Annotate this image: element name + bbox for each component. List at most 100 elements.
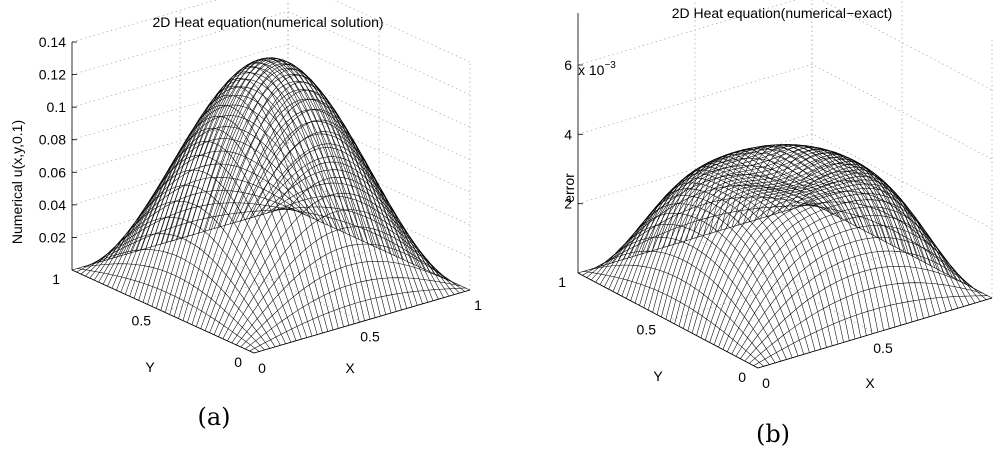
mesh-line <box>156 57 373 309</box>
mesh-line <box>714 146 896 328</box>
mesh-line <box>71 206 289 271</box>
mesh-line <box>222 192 440 339</box>
z-exponent-label-b: x 10−3 <box>578 60 616 78</box>
mesh-line <box>577 272 759 369</box>
mesh-line <box>82 263 265 351</box>
mesh-line <box>806 204 987 300</box>
mesh-line <box>111 115 329 289</box>
mesh-line <box>208 68 392 314</box>
mesh-line <box>87 249 271 349</box>
mesh-line <box>116 104 333 291</box>
mesh-line <box>661 154 896 318</box>
z-tick-label: 0.04 <box>39 197 66 213</box>
mesh-line <box>235 108 418 306</box>
mesh-line <box>743 144 924 319</box>
mesh-line <box>626 144 861 299</box>
mesh-line <box>71 269 255 354</box>
mesh-line <box>639 145 874 306</box>
mesh-line <box>92 233 276 348</box>
grid-line <box>71 108 471 193</box>
mesh-line <box>150 85 334 331</box>
mesh-line <box>213 74 397 312</box>
mesh-line <box>133 72 351 299</box>
mesh-line <box>192 58 376 318</box>
mesh-line <box>771 157 953 311</box>
x-axis-label-a: X <box>345 360 355 376</box>
mesh-line <box>789 180 970 305</box>
mesh-line <box>224 89 408 309</box>
mesh-line <box>198 60 381 317</box>
mesh-line <box>173 68 391 317</box>
z-tick-label: 0.12 <box>39 67 66 83</box>
mesh-line <box>256 156 439 300</box>
mesh-line <box>129 78 346 297</box>
mesh-line <box>98 217 281 346</box>
mesh-line <box>231 226 448 344</box>
y-tick-label: 1 <box>52 271 60 287</box>
mesh-line <box>783 171 964 307</box>
z-axis-label-b: error <box>561 173 577 203</box>
y-axis-label-b: Y <box>653 368 663 384</box>
z-tick-label: 0.1 <box>47 99 67 115</box>
mesh-line <box>586 196 821 278</box>
mesh-line <box>125 86 342 295</box>
grid-line <box>71 76 471 160</box>
mesh-line <box>134 116 318 335</box>
surface-mesh-a <box>71 57 471 354</box>
grid-line <box>162 248 380 312</box>
mesh-line <box>160 58 378 311</box>
mesh-line <box>85 190 302 277</box>
mesh-line <box>669 160 850 341</box>
mesh-line <box>731 225 966 355</box>
ticks-b: 2 4 6 0 0.5 0 0.5 1 <box>558 57 893 391</box>
mesh-line <box>219 81 402 311</box>
mesh-line <box>245 131 429 303</box>
mesh-line <box>171 62 355 324</box>
panel-a: 2D Heat equation(numerical solution) Num… <box>9 0 482 431</box>
mesh-line <box>151 57 369 307</box>
mesh-line <box>590 184 826 281</box>
mesh-line <box>766 152 947 312</box>
x-tick-label: 0 <box>258 360 266 376</box>
mesh-line <box>612 148 848 292</box>
y-tick-label: 0.5 <box>637 322 657 338</box>
mesh-line <box>630 144 865 301</box>
mesh-line <box>240 119 423 304</box>
mesh-line <box>277 206 460 294</box>
mesh-line <box>203 64 386 315</box>
mesh-line <box>272 195 455 295</box>
mesh-line <box>589 264 770 365</box>
mesh-line <box>744 266 979 362</box>
mesh-line <box>120 95 338 293</box>
y-tick-label: 0 <box>738 369 746 385</box>
mesh-line <box>253 289 471 354</box>
x-tick-label: 0.5 <box>360 329 380 345</box>
mesh-line <box>794 191 976 304</box>
ticks-a: 0.02 0.04 0.06 0.08 0.1 0.12 0.14 0 0.5 1 0 0.5 1 <box>39 34 482 376</box>
mesh-line <box>182 81 400 321</box>
mesh-line <box>606 224 787 360</box>
mesh-line <box>754 146 936 316</box>
mesh-line <box>93 163 311 281</box>
mesh-line <box>595 174 830 283</box>
mesh-line <box>227 209 444 342</box>
z-tick-label: 6 <box>564 57 572 73</box>
mesh-line <box>577 202 813 274</box>
grid-line <box>71 141 471 226</box>
x-axis-label-b: X <box>865 375 875 391</box>
mesh-line <box>145 94 329 332</box>
mesh-line <box>124 141 307 338</box>
grid-line <box>577 63 993 160</box>
x-tick-label: 0.5 <box>873 340 893 356</box>
mesh-line <box>800 201 981 302</box>
mesh-line <box>726 144 907 324</box>
mesh-line <box>583 271 764 367</box>
mesh-line <box>735 237 971 357</box>
caption-a: (a) <box>197 403 230 431</box>
box-a <box>71 42 471 354</box>
grid-line <box>667 250 903 321</box>
box-b <box>577 13 993 369</box>
mesh-line <box>599 165 835 285</box>
mesh-line <box>249 287 466 352</box>
z-tick-label: 0.02 <box>39 229 66 245</box>
